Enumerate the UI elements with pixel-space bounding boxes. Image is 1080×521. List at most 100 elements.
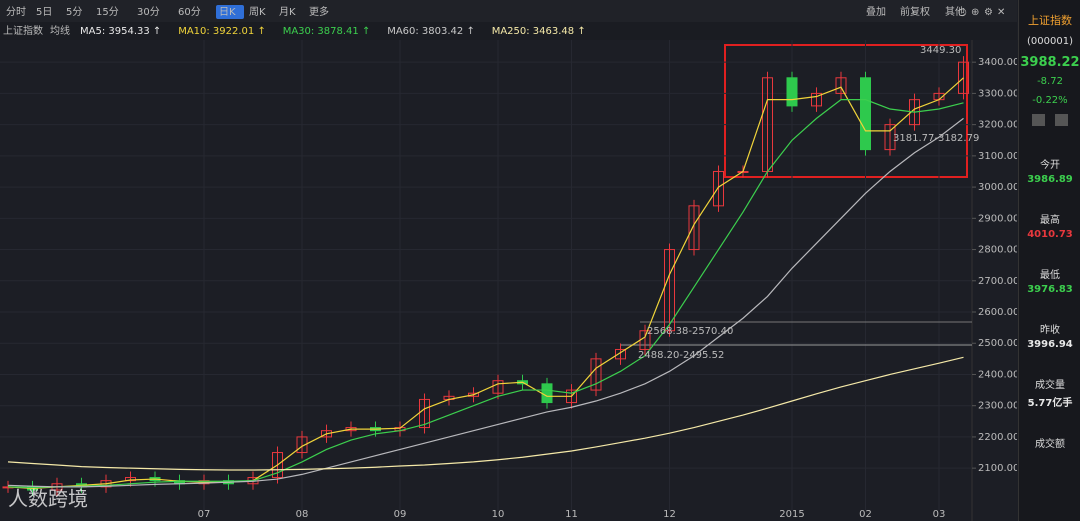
candle-body <box>541 383 553 404</box>
candle-body <box>615 348 626 360</box>
candle-body <box>492 380 504 394</box>
ma-value: MA60: 3803.42 ↑ <box>387 26 475 37</box>
ma-value: MA5: 3954.33 ↑ <box>80 26 161 37</box>
annotation: 3181.77-3182.79 <box>893 133 979 144</box>
candle <box>713 165 724 212</box>
x-tick-label: 10 <box>492 509 505 520</box>
btn[interactable] <box>1032 114 1045 126</box>
candle-body <box>860 77 871 151</box>
candle <box>419 393 430 434</box>
toolbar-tab[interactable]: 周K <box>249 6 266 18</box>
candle-body <box>786 77 798 107</box>
candle <box>811 87 822 112</box>
stat-value: 3976.83 <box>1027 284 1073 295</box>
stat-label: 今开 <box>1040 160 1060 171</box>
quote-change: -8.72 <box>1037 76 1063 87</box>
candle <box>443 390 455 406</box>
x-tick-label: 09 <box>394 509 407 520</box>
candle-body <box>835 77 847 94</box>
quote-price: 3988.22 <box>1020 55 1080 70</box>
y-tick-label: 3000.00 <box>978 182 1017 193</box>
x-tick-label: 2015 <box>779 509 804 520</box>
symbol-label: 上证指数 <box>3 24 43 37</box>
toolbar-tool[interactable]: 其他 <box>945 5 965 18</box>
stat-value: 3996.94 <box>1027 339 1073 350</box>
toolbar-tab[interactable]: 5日 <box>36 7 52 18</box>
candle-body <box>664 249 675 332</box>
stat-value: 5.77亿手 <box>1027 398 1073 409</box>
candle-body <box>688 205 700 251</box>
ma-line <box>7 117 964 488</box>
candle <box>615 343 626 365</box>
stat-label: 最高 <box>1040 215 1060 226</box>
annotation: 3449.30 <box>920 45 961 56</box>
tool-icon[interactable]: ⚙ <box>984 7 993 18</box>
ma-line <box>7 77 964 490</box>
y-tick-label: 2600.00 <box>978 307 1017 318</box>
toolbar-bg <box>0 0 1017 22</box>
stat-label: 最低 <box>1040 270 1060 281</box>
toolbar-tab[interactable]: 30分 <box>137 6 160 18</box>
annotation: 2568.38-2570.40 <box>647 326 733 337</box>
candle <box>541 377 553 409</box>
btn[interactable] <box>1055 114 1068 126</box>
candle <box>786 71 798 112</box>
candle-body <box>811 92 822 107</box>
stat-value: 4010.73 <box>1027 229 1073 240</box>
candle <box>835 71 847 100</box>
toolbar-tab[interactable]: 分时 <box>6 6 26 18</box>
toolbar-tool[interactable]: 叠加 <box>866 6 886 18</box>
candle <box>664 243 675 337</box>
quote-panel: 上证指数 (000001) 3988.22 -8.72 -0.22% 今开 3986.89 最… <box>1018 0 1080 521</box>
chart: 分时 5日 5分 15分 30分 60分 日K 周K 月K 更多 叠加 前复权 其他○ ⊕ ⚙ ✕ 上证指数 均线… <box>0 0 1017 521</box>
toolbar-tab[interactable]: 日K <box>219 7 236 18</box>
ma-label: 均线 <box>50 24 70 37</box>
stat-label: 成交量 <box>1035 380 1065 391</box>
x-tick-label: 07 <box>198 509 211 520</box>
tool-icon[interactable]: ○ <box>958 7 967 18</box>
annotation: 2488.20-2495.52 <box>638 350 724 361</box>
candle-body <box>884 124 896 151</box>
candle-body <box>321 430 332 438</box>
ma-line <box>7 99 964 489</box>
candle <box>174 474 185 490</box>
x-tick-label: 12 <box>663 509 676 520</box>
x-tick-label: 08 <box>296 509 309 520</box>
candle <box>884 118 896 156</box>
toolbar-tab[interactable]: 更多 <box>309 5 329 18</box>
ma-value: MA10: 3922.01 ↑ <box>178 26 266 37</box>
tool-icon[interactable]: ✕ <box>997 7 1005 18</box>
candle <box>860 71 871 156</box>
stat-value: 3986.89 <box>1027 174 1073 185</box>
candle-body <box>468 392 479 397</box>
candle-body <box>909 99 920 126</box>
candle-body <box>125 477 136 482</box>
candle <box>394 421 406 437</box>
highlight-box <box>724 44 968 178</box>
y-tick-label: 2100.00 <box>978 463 1017 474</box>
ma-value: MA30: 3878.41 ↑ <box>283 26 371 37</box>
quote-buttons <box>1032 114 1068 126</box>
y-tick-label: 3300.00 <box>978 88 1017 99</box>
toolbar-tool[interactable]: 前复权 <box>900 5 930 18</box>
y-tick-label: 2300.00 <box>978 401 1017 412</box>
toolbar-tab[interactable]: 15分 <box>96 6 119 18</box>
active-tab-bg <box>216 5 244 19</box>
ma-line <box>7 356 964 471</box>
y-tick-label: 3100.00 <box>978 151 1017 162</box>
candle-body <box>958 61 969 94</box>
ma-bar-bg <box>0 22 1017 40</box>
toolbar-tab[interactable]: 月K <box>279 6 296 18</box>
toolbar-tab[interactable]: 5分 <box>66 6 82 18</box>
x-tick-label: 03 <box>933 509 946 520</box>
stat-label: 成交额 <box>1035 439 1065 450</box>
candle-body <box>713 170 724 207</box>
watermark: 人数跨境 <box>8 487 88 511</box>
ma-value: MA250: 3463.48 ↑ <box>492 26 586 37</box>
x-tick-label: 11 <box>565 509 578 520</box>
candle <box>688 199 700 256</box>
tool-icon[interactable]: ⊕ <box>971 7 979 18</box>
candle-body <box>296 436 308 454</box>
toolbar-tab[interactable]: 60分 <box>178 6 201 18</box>
